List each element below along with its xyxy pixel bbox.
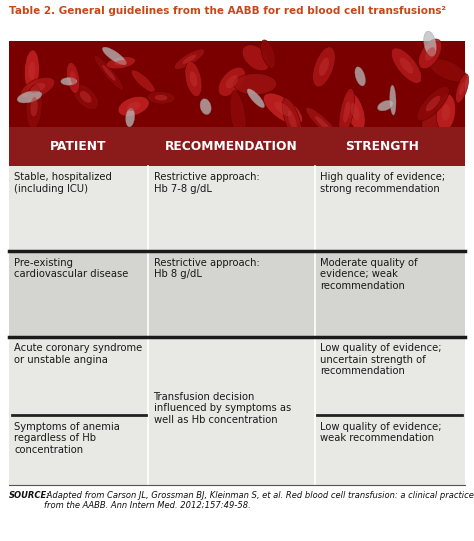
Ellipse shape: [185, 62, 202, 97]
Ellipse shape: [274, 102, 292, 116]
Ellipse shape: [61, 77, 77, 85]
Ellipse shape: [218, 67, 246, 96]
Ellipse shape: [261, 40, 276, 68]
Ellipse shape: [419, 39, 442, 69]
Text: Low quality of evidence;
uncertain strength of
recommendation: Low quality of evidence; uncertain stren…: [320, 343, 442, 376]
Ellipse shape: [226, 75, 238, 88]
Text: High quality of evidence;
strong recommendation: High quality of evidence; strong recomme…: [320, 172, 446, 194]
Ellipse shape: [424, 31, 436, 56]
Ellipse shape: [174, 49, 205, 69]
Ellipse shape: [306, 107, 339, 140]
Text: STRENGTH: STRENGTH: [345, 140, 419, 153]
Ellipse shape: [70, 71, 76, 85]
Ellipse shape: [437, 94, 456, 131]
Ellipse shape: [288, 110, 297, 131]
Text: Transfusion decision
influenced by symptoms as
well as Hb concentration: Transfusion decision influenced by sympt…: [154, 392, 291, 425]
Ellipse shape: [351, 103, 360, 120]
Ellipse shape: [247, 89, 264, 108]
Ellipse shape: [339, 88, 355, 136]
Ellipse shape: [66, 62, 80, 94]
Bar: [9, 166, 465, 251]
Ellipse shape: [28, 62, 35, 80]
Bar: [9, 337, 465, 485]
Ellipse shape: [377, 101, 393, 111]
Ellipse shape: [200, 99, 211, 115]
Ellipse shape: [355, 67, 365, 86]
Ellipse shape: [30, 83, 46, 93]
Ellipse shape: [73, 84, 99, 110]
Ellipse shape: [147, 91, 175, 104]
Text: Moderate quality of
evidence; weak
recommendation: Moderate quality of evidence; weak recom…: [320, 258, 418, 291]
Text: Low quality of evidence;
weak recommendation: Low quality of evidence; weak recommenda…: [320, 422, 442, 444]
Bar: [9, 127, 465, 166]
Ellipse shape: [230, 90, 246, 140]
Text: Stable, hospitalized
(including ICU): Stable, hospitalized (including ICU): [14, 172, 112, 194]
Ellipse shape: [127, 102, 141, 111]
Ellipse shape: [30, 97, 38, 116]
Bar: [9, 41, 465, 127]
Text: Symptoms of anemia
regardless of Hb
concentration: Symptoms of anemia regardless of Hb conc…: [14, 422, 120, 455]
Ellipse shape: [392, 48, 422, 83]
Ellipse shape: [21, 77, 55, 98]
Text: Pre-existing
cardiovascular disease: Pre-existing cardiovascular disease: [14, 258, 128, 279]
Ellipse shape: [315, 116, 330, 131]
Text: Acute coronary syndrome
or unstable angina: Acute coronary syndrome or unstable angi…: [14, 343, 143, 365]
Text: Table 2. General guidelines from the AABB for red blood cell transfusions²: Table 2. General guidelines from the AAB…: [9, 6, 446, 16]
Ellipse shape: [428, 58, 466, 82]
Text: SOURCE:: SOURCE:: [9, 491, 50, 500]
Ellipse shape: [422, 107, 438, 144]
Ellipse shape: [118, 96, 149, 116]
Ellipse shape: [426, 96, 440, 111]
Text: PATIENT: PATIENT: [50, 140, 107, 153]
Text: Restrictive approach:
Hb 8 g/dL: Restrictive approach: Hb 8 g/dL: [154, 258, 259, 279]
Ellipse shape: [313, 47, 335, 87]
Bar: [9, 251, 465, 337]
Text: Restrictive approach:
Hb 7-8 g/dL: Restrictive approach: Hb 7-8 g/dL: [154, 172, 259, 194]
Ellipse shape: [417, 86, 449, 121]
Ellipse shape: [102, 47, 126, 65]
Ellipse shape: [442, 104, 450, 121]
Ellipse shape: [26, 85, 42, 129]
Ellipse shape: [425, 47, 435, 61]
Ellipse shape: [234, 74, 277, 95]
Ellipse shape: [190, 71, 197, 87]
Ellipse shape: [390, 85, 396, 115]
Ellipse shape: [114, 60, 128, 65]
Ellipse shape: [242, 45, 270, 71]
Ellipse shape: [126, 108, 135, 127]
Ellipse shape: [283, 98, 302, 144]
Ellipse shape: [400, 58, 413, 74]
Ellipse shape: [456, 74, 469, 103]
Ellipse shape: [155, 95, 167, 101]
Ellipse shape: [94, 55, 124, 90]
Ellipse shape: [102, 65, 116, 81]
Text: RECOMMENDATION: RECOMMENDATION: [165, 140, 298, 153]
Ellipse shape: [264, 93, 302, 125]
Ellipse shape: [343, 101, 350, 123]
Ellipse shape: [80, 91, 91, 103]
Ellipse shape: [319, 58, 329, 76]
Ellipse shape: [25, 50, 39, 91]
Ellipse shape: [459, 82, 465, 95]
Ellipse shape: [131, 70, 155, 93]
Ellipse shape: [106, 57, 136, 69]
Text: Adapted from Carson JL, Grossman BJ, Kleinman S, et al. Red blood cell transfusi: Adapted from Carson JL, Grossman BJ, Kle…: [44, 491, 474, 510]
Ellipse shape: [345, 92, 365, 131]
Ellipse shape: [182, 55, 196, 64]
Ellipse shape: [17, 91, 42, 103]
